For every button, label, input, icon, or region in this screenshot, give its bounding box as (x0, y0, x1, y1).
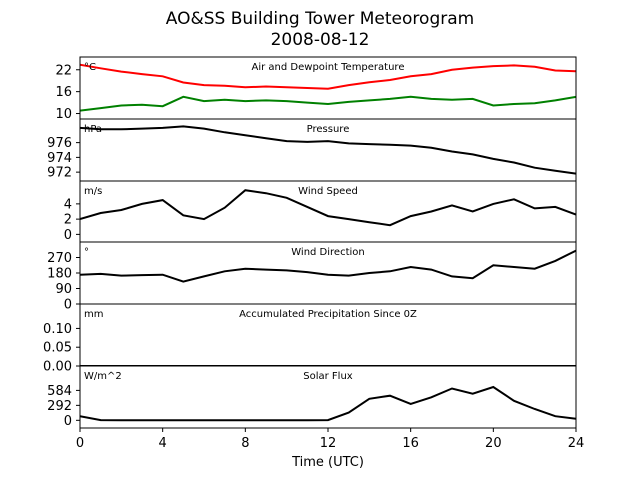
panel-title: Accumulated Precipitation Since 0Z (239, 309, 417, 320)
x-tick-label: 16 (402, 436, 419, 451)
series-line-0-0 (80, 63, 576, 90)
y-tick-label: 972 (47, 166, 72, 181)
y-tick-label: 270 (47, 251, 72, 266)
y-tick-label: 10 (55, 107, 72, 122)
y-tick-label: 292 (47, 399, 72, 414)
panel-title: Air and Dewpoint Temperature (252, 62, 405, 73)
y-tick-label: 0 (64, 414, 72, 429)
x-axis: 0 4 8 12 16 20 24 (76, 428, 584, 451)
y-tick-label: 0 (64, 228, 72, 243)
series-line-1-0 (80, 125, 576, 175)
x-tick-label: 0 (76, 436, 84, 451)
panel-4: 0.00 0.05 0.10 mm Accumulated Precipitation … (43, 303, 577, 375)
x-tick-label: 4 (159, 436, 167, 451)
y-tick-label: 4 (64, 197, 72, 212)
panel-unit-label: mm (84, 309, 103, 320)
y-tick-label: 0.05 (43, 341, 72, 356)
figure-subtitle: 2008-08-12 (271, 30, 370, 50)
panel-unit-label: m/s (84, 186, 102, 197)
panel-title: Pressure (307, 124, 350, 135)
panel-unit-label: hPa (84, 124, 102, 135)
x-axis-label: Time (UTC) (291, 455, 364, 470)
series-line-3-0 (80, 249, 576, 283)
y-tick-label: 180 (47, 267, 72, 282)
panel-unit-label: °C (84, 62, 96, 73)
panel-title: Wind Speed (298, 186, 358, 197)
panel-unit-label: W/m^2 (84, 371, 122, 382)
panel-title: Solar Flux (303, 371, 353, 382)
x-tick-label: 24 (568, 436, 585, 451)
y-tick-label: 16 (55, 85, 72, 100)
x-tick-label: 12 (320, 436, 337, 451)
panel-2: 024 m/s Wind Speed (64, 180, 577, 243)
panel-unit-label: ° (84, 247, 89, 258)
series-line-0-1 (80, 95, 576, 112)
panel-0: 10 16 22 °C Air and Dewpoint Temperature (55, 56, 577, 122)
panel-title: Wind Direction (291, 247, 365, 258)
y-tick-label: 0 (64, 298, 72, 313)
y-tick-label: 2 (64, 213, 72, 228)
x-tick-label: 8 (241, 436, 249, 451)
series-line-5-0 (80, 385, 576, 422)
figure-title: AO&SS Building Tower Meteorogram (166, 9, 474, 29)
y-tick-label: 22 (55, 63, 72, 78)
y-tick-label: 0.00 (43, 360, 72, 375)
series-line-2-0 (80, 189, 576, 227)
x-tick-label: 20 (485, 436, 502, 451)
y-tick-label: 90 (55, 282, 72, 297)
y-tick-label: 584 (47, 384, 72, 399)
y-tick-label: 974 (47, 151, 72, 166)
y-tick-label: 976 (47, 136, 72, 151)
y-tick-label: 0.10 (43, 322, 72, 337)
